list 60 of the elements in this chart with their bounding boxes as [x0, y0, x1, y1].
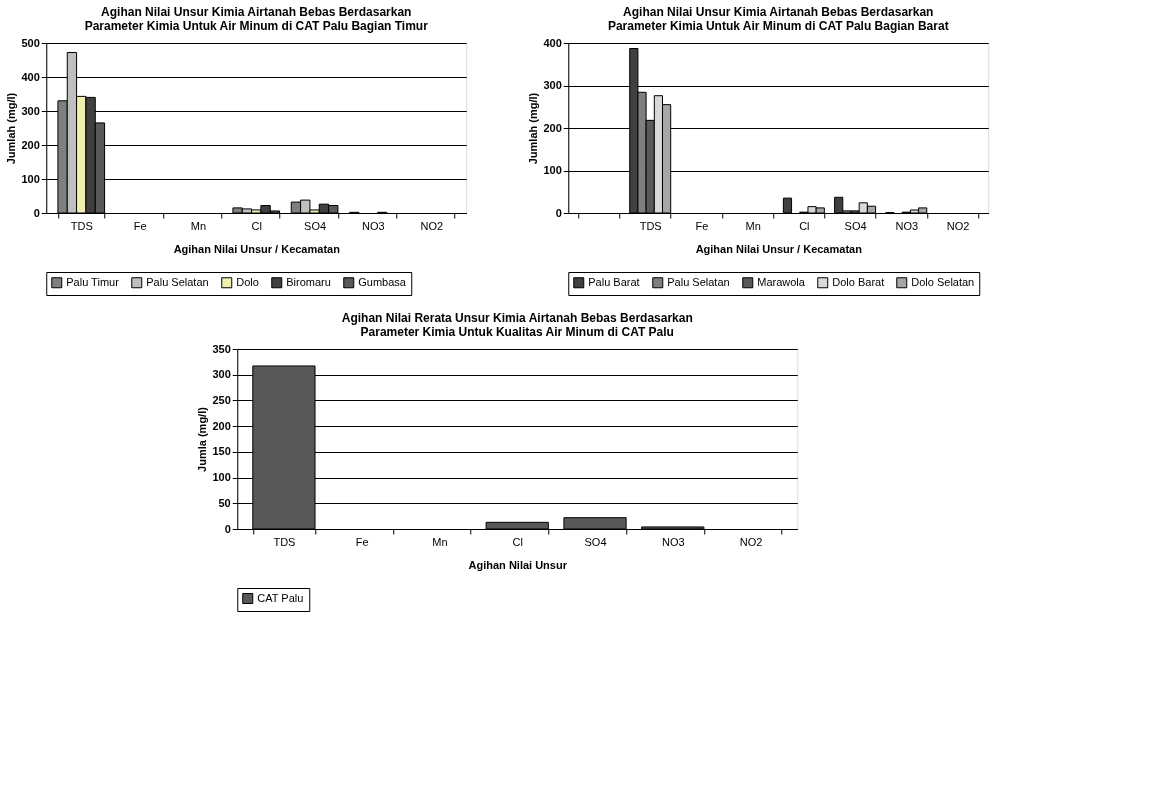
x-tick-label: TDS [639, 219, 662, 232]
y-tick-label: 300 [21, 104, 40, 117]
x-tick-label: NO3 [895, 219, 919, 232]
y-tick-label: 500 [21, 36, 40, 49]
y-tick-label: 0 [33, 206, 40, 219]
x-tick-label: TDS [273, 535, 296, 548]
x-tick-label: NO3 [362, 219, 385, 232]
chart-title: Agihan Nilai Unsur Kimia Airtanah Bebas Berdasarkan Parameter Kimia Untuk Air Minum di CAT Palu Bagian Barat [607, 5, 949, 33]
y-axis-title: Jumlah (mg/l) [5, 92, 18, 165]
x-tick-label: TDS [70, 219, 93, 232]
y-tick-label: 300 [543, 79, 562, 91]
y-tick-label: 300 [212, 368, 231, 381]
legend-label: Biromaru [286, 275, 331, 288]
y-tick-label: 50 [218, 496, 231, 509]
y-tick-label: 200 [543, 121, 562, 134]
x-tick-label: NO3 [661, 535, 685, 548]
x-tick-label: Cl [251, 219, 262, 232]
y-tick-label: 200 [212, 419, 231, 432]
x-tick-label: Cl [512, 535, 523, 548]
x-tick-label: Mn [745, 219, 761, 232]
y-tick-label: 0 [224, 522, 231, 535]
y-tick-label: 400 [21, 70, 40, 83]
y-axis-title: Jumlah (mg/l) [527, 92, 540, 165]
x-tick-label: Fe [355, 535, 369, 548]
legend-label: Palu Barat [588, 275, 640, 288]
legend-label: Dolo Barat [832, 275, 885, 288]
chart-title: Agihan Nilai Unsur Kimia Airtanah Bebas Berdasarkan Parameter Kimia Untuk Air Minum di CAT Palu Bagian Timur [84, 5, 429, 33]
x-axis-title: Agihan Nilai Unsur / Kecamatan [173, 242, 341, 255]
y-tick-label: 200 [21, 138, 40, 151]
y-tick-label: 0 [555, 206, 562, 219]
legend-label: Gumbasa [358, 275, 407, 288]
y-axis-title: Jumla (mg/l) [196, 406, 209, 472]
y-tick-label: 250 [212, 393, 231, 406]
legend-label: Palu Timur [66, 275, 120, 288]
x-tick-label: NO2 [420, 219, 444, 232]
legend-label: CAT Palu [257, 591, 304, 604]
y-tick-label: 100 [21, 172, 40, 185]
legend-label: Marawola [757, 275, 806, 288]
y-tick-label: 100 [543, 164, 562, 176]
legend-label: Dolo [236, 275, 259, 288]
y-tick-label: 350 [212, 342, 231, 355]
x-axis-title: Agihan Nilai Unsur [468, 558, 568, 571]
x-tick-label: Fe [133, 219, 147, 232]
x-tick-label: NO2 [739, 535, 763, 548]
x-tick-label: Cl [799, 219, 810, 232]
x-tick-label: SO4 [584, 535, 607, 548]
chart-title: Agihan Nilai Rerata Unsur Kimia Airtanah Bebas Berdasarkan Parameter Kimia Untuk Kualitas Air Minum di CAT Palu [341, 311, 693, 339]
x-axis-title: Agihan Nilai Unsur / Kecamatan [695, 242, 863, 255]
y-tick-label: 150 [212, 445, 231, 458]
x-tick-label: Mn [432, 535, 448, 548]
x-tick-label: Mn [190, 219, 207, 232]
x-tick-label: SO4 [304, 219, 327, 232]
x-tick-label: NO2 [946, 219, 970, 232]
x-tick-label: Fe [695, 219, 709, 232]
y-tick-label: 400 [543, 36, 562, 49]
x-tick-label: SO4 [844, 219, 867, 232]
legend-label: Palu Selatan [667, 275, 730, 288]
legend-label: Dolo Selatan [911, 275, 975, 288]
y-tick-label: 100 [212, 471, 231, 484]
legend-label: Palu Selatan [146, 275, 209, 288]
